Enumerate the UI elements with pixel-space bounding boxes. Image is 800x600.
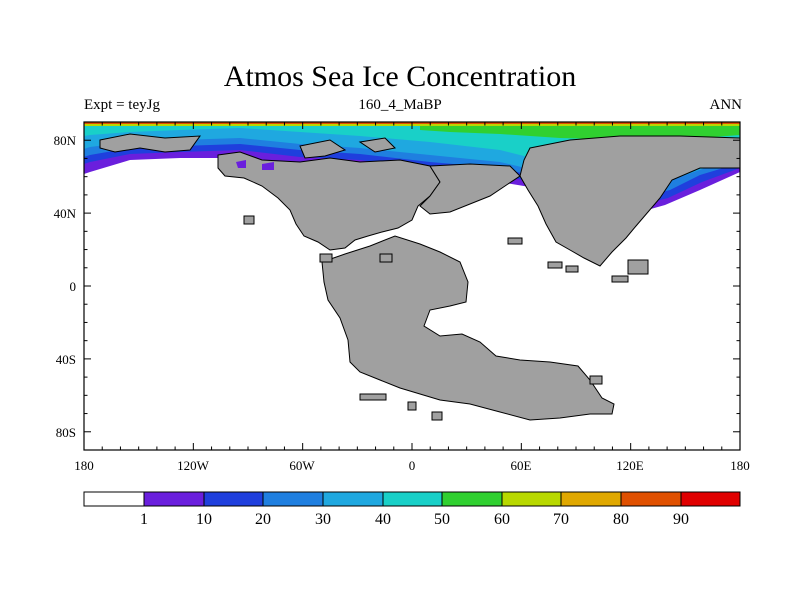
island-f — [359, 393, 387, 401]
island-c — [547, 261, 563, 269]
colorbar-box-10 — [680, 491, 741, 507]
y-tick-label: 80N — [54, 133, 77, 148]
colorbar-label: 50 — [434, 511, 450, 528]
island-l — [379, 253, 393, 263]
island-i — [589, 375, 603, 385]
arctic-island — [299, 139, 347, 159]
colorbar-box-7 — [501, 491, 562, 507]
colorbar-label: 1 — [140, 511, 148, 528]
gondwana — [321, 235, 615, 421]
map-plot — [84, 122, 740, 421]
asia — [519, 135, 740, 267]
x-tick-label: 180 — [74, 458, 94, 473]
x-tick-label: 120W — [177, 458, 210, 473]
northern-islands — [99, 133, 202, 153]
x-tick-label: 60W — [289, 458, 315, 473]
y-tick-label: 80S — [56, 425, 76, 440]
x-tick-label: 180 — [730, 458, 750, 473]
colorbar-box-1 — [143, 491, 205, 507]
colorbar-label: 60 — [494, 511, 510, 528]
island-j — [243, 215, 255, 225]
europe — [419, 163, 521, 215]
colorbar — [83, 491, 741, 507]
colorbar-box-3 — [262, 491, 324, 507]
colorbar-labels: 1 10 20 30 40 50 60 70 80 90 — [140, 511, 689, 528]
colorbar-label: 40 — [375, 511, 391, 528]
ice-patch — [236, 160, 246, 168]
colorbar-box-8 — [560, 491, 622, 507]
map-title: Atmos Sea Ice Concentration — [223, 60, 577, 93]
colorbar-box-6 — [441, 491, 503, 507]
period-label: 160_4_MaBP — [358, 97, 442, 113]
ice-patch-2 — [262, 162, 274, 170]
y-axis-labels: 80N 40N 0 40S 80S — [54, 133, 77, 440]
colorbar-label: 80 — [613, 511, 629, 528]
x-tick-label: 0 — [409, 458, 416, 473]
colorbar-label: 20 — [255, 511, 271, 528]
land-masses — [99, 133, 740, 421]
island-k — [319, 253, 333, 263]
x-tick-label: 120E — [616, 458, 644, 473]
x-tick-label: 60E — [511, 458, 532, 473]
y-tick-label: 0 — [70, 279, 77, 294]
colorbar-box-9 — [620, 491, 682, 507]
island-h — [407, 401, 417, 411]
colorbar-label: 30 — [315, 511, 331, 528]
x-axis-labels: 180 120W 60W 0 60E 120E 180 — [74, 458, 750, 473]
colorbar-label: 90 — [673, 511, 689, 528]
island-d — [565, 265, 579, 273]
island-a — [627, 259, 649, 275]
colorbar-box-4 — [322, 491, 384, 507]
colorbar-box-0 — [83, 491, 145, 507]
island-g — [431, 411, 443, 421]
arctic-island-2 — [358, 137, 397, 153]
island-e — [611, 275, 629, 283]
y-tick-label: 40S — [56, 352, 76, 367]
experiment-label: Expt = teyJg — [84, 97, 160, 113]
colorbar-label: 10 — [196, 511, 212, 528]
island-b — [507, 237, 523, 245]
axis-ticks — [83, 122, 741, 450]
colorbar-box-2 — [203, 491, 264, 507]
colorbar-label: 70 — [553, 511, 569, 528]
laurasia-west — [217, 151, 441, 251]
colorbar-box-5 — [382, 491, 443, 507]
season-label: ANN — [709, 97, 743, 113]
y-tick-label: 40N — [54, 206, 77, 221]
